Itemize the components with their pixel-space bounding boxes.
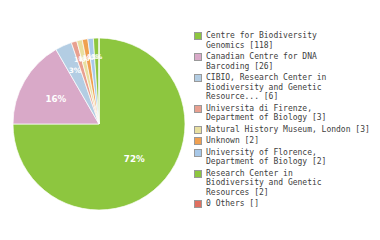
html-text:University of Florence, Depart: University of Florence, Department of Bi… [206,147,327,167]
html-text:0 Others []: 0 Others [] [206,199,259,209]
html-text:Unknown [2]: Unknown [2] [206,136,259,146]
html-text:Natural History Museum, London: Natural History Museum, London [3] [206,124,370,134]
html-text:Research Center in Biodiversit: Research Center in Biodiversity and Gene… [206,168,322,197]
svg-text:3%: 3% [69,66,82,75]
html-text:Centre for Biodiversity Genomi: Centre for Biodiversity Genomics [118] [206,31,317,50]
html-text:Canadian Centre for DNA Barcod: Canadian Centre for DNA Barcoding [26] [206,52,317,71]
html-text:Universita di Firenze, Departm: Universita di Firenze, Department of Bio… [206,103,327,123]
svg-text:1%: 1% [91,53,103,61]
svg-text:16%: 16% [45,94,66,104]
svg-text:72%: 72% [124,154,145,164]
html-text:CIBIO, Research Center in Biod: CIBIO, Research Center in Biodiversity a… [206,73,327,102]
